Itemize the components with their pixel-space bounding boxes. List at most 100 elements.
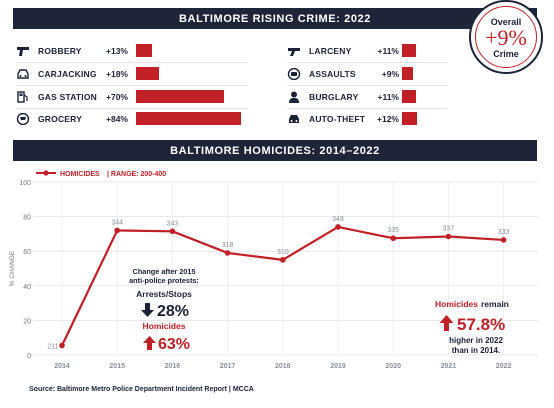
up-arrow-icon <box>143 336 156 350</box>
data-point <box>445 233 452 240</box>
pistol-icon <box>16 44 30 58</box>
x-tick-label: 2015 <box>109 363 125 370</box>
x-tick-label: 2018 <box>275 363 291 370</box>
x-tick-label: 2017 <box>220 363 236 370</box>
y-tick-label: 0 <box>27 353 31 360</box>
crime-bar <box>136 90 224 103</box>
data-label: 333 <box>498 229 510 236</box>
legend-range-note: | RANGE: 200-400 <box>107 171 166 178</box>
protest-note-line2: anti-police protests: <box>129 276 199 285</box>
crime-row-auto-theft: AUTO-THEFT <box>287 108 365 130</box>
y-tick-label: 100 <box>19 180 31 187</box>
homicides-change-label: Homicides <box>143 321 186 331</box>
crime-percent: +11% <box>377 92 399 102</box>
fist-icon <box>287 67 301 81</box>
data-point <box>224 250 231 256</box>
crime-label: LARCENY <box>309 46 352 56</box>
gas-pump-icon <box>16 90 30 104</box>
crime-percent: +18% <box>106 69 128 79</box>
crime-percent: +84% <box>106 114 128 124</box>
crime-bar <box>402 90 416 103</box>
crime-label: ASSAULTS <box>309 69 356 79</box>
remain-label: Homicides <box>435 299 478 309</box>
data-label: 211 <box>47 343 58 350</box>
x-tick-label: 2021 <box>441 363 457 370</box>
crime-bar <box>402 44 416 57</box>
crime-bar <box>136 44 153 57</box>
crime-bar <box>136 67 159 80</box>
x-tick-label: 2022 <box>496 363 512 370</box>
x-tick-label: 2016 <box>165 363 181 370</box>
down-arrow-icon <box>141 303 154 317</box>
data-label: 335 <box>387 227 399 234</box>
x-tick-label: 2020 <box>385 363 401 370</box>
y-tick-label: 40 <box>23 284 31 291</box>
up-arrow-icon <box>439 315 454 331</box>
y-tick-label: 20 <box>23 318 31 325</box>
remain-value: 57.8% <box>457 315 505 334</box>
data-point <box>59 342 65 349</box>
homicides-change-value: 63% <box>158 336 190 353</box>
homicide-line-chart: 0 20 40 60 80 100 2014 2015 2016 2017 2018 2019 2020… <box>9 170 538 370</box>
crime-label: GROCERY <box>38 114 83 124</box>
crime-percent: +12% <box>377 114 399 124</box>
crime-label: ROBBERY <box>38 46 82 56</box>
data-label: 348 <box>332 216 344 223</box>
crime-row-robbery: ROBBERY <box>16 40 82 62</box>
x-tick-label: 2014 <box>54 363 70 370</box>
crime-row-grocery: GROCERY <box>16 108 82 130</box>
remain-suffix: remain <box>481 299 509 309</box>
shopping-cart-icon <box>16 112 30 126</box>
legend-series-name: HOMICIDES <box>60 171 100 178</box>
crime-percent: +9% <box>381 69 399 79</box>
crime-label: BURGLARY <box>309 92 359 102</box>
row-divider <box>287 85 447 86</box>
car-theft-icon <box>287 112 301 126</box>
arrests-value: 28% <box>157 303 189 320</box>
data-point <box>114 227 120 234</box>
row-divider <box>16 62 248 63</box>
data-point <box>280 257 286 263</box>
data-label: 318 <box>222 242 234 249</box>
y-tick-label: 60 <box>23 249 31 256</box>
crime-row-gas-station: GAS STATION <box>16 86 97 108</box>
remain-note-line1: higher in 2022 <box>449 336 503 345</box>
data-label: 343 <box>167 220 179 227</box>
data-label: 337 <box>443 225 455 232</box>
data-label: 344 <box>111 219 123 226</box>
crime-row-assaults: ASSAULTS <box>287 63 356 85</box>
x-tick-label: 2019 <box>330 363 346 370</box>
badge-ring <box>475 6 537 68</box>
burglar-icon <box>287 90 301 104</box>
data-point <box>500 237 507 243</box>
row-divider <box>16 108 248 109</box>
arrests-label: Arrests/Stops <box>136 289 192 299</box>
row-divider <box>287 62 447 63</box>
remain-note-line2: than in 2014. <box>452 346 500 355</box>
crime-row-burglary: BURGLARY <box>287 86 358 108</box>
crime-percent: +70% <box>106 92 128 102</box>
crime-row-carjacking: CARJACKING <box>16 63 97 85</box>
crime-percent: +11% <box>377 46 399 56</box>
homicide-panel-title: BALTIMORE HOMICIDES: 2014–2022 <box>13 140 537 161</box>
y-axis-label: % CHANGE <box>9 250 16 286</box>
car-icon <box>16 67 30 81</box>
overall-crime-badge: Overall +9% Crime <box>469 0 543 74</box>
gun-icon <box>287 44 301 58</box>
data-point <box>390 235 397 242</box>
crime-label: AUTO-THEFT <box>309 114 366 124</box>
data-point <box>169 228 176 235</box>
legend-swatch-marker <box>43 170 49 176</box>
crime-bar <box>136 112 241 125</box>
crime-label: GAS STATION <box>38 92 98 102</box>
data-label: 310 <box>277 249 289 256</box>
crime-bar <box>402 67 414 80</box>
row-divider <box>287 108 447 109</box>
source-footer: Source: Baltimore Metro Police Departmen… <box>29 386 254 393</box>
crime-row-larceny: LARCENY <box>287 40 352 62</box>
crime-bar <box>402 112 417 125</box>
row-divider <box>16 85 248 86</box>
crime-percent: +13% <box>106 46 128 56</box>
protest-note-line1: Change after 2015 <box>133 267 196 276</box>
crime-label: CARJACKING <box>38 69 97 79</box>
